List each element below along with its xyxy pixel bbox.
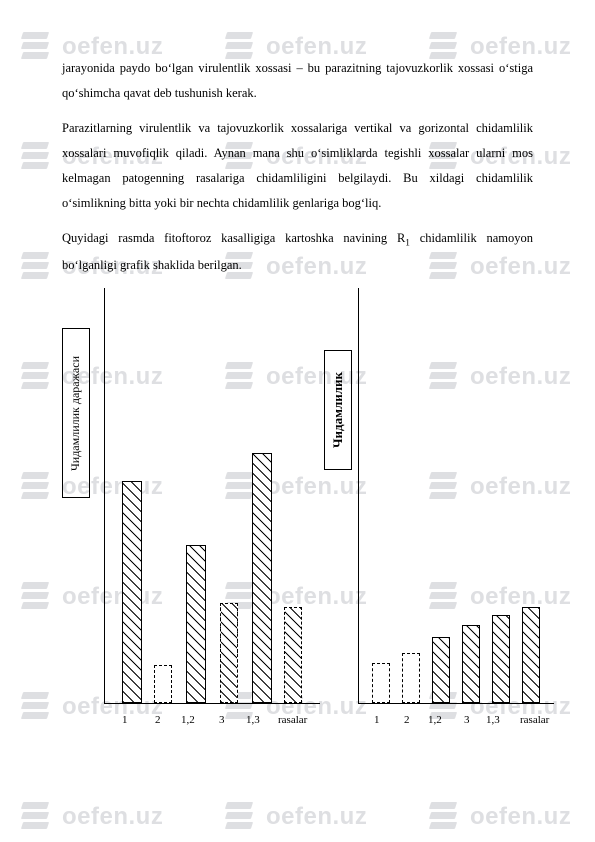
chart-bar [492,615,510,703]
charts-area: Чидамлилик даражаси 1 2 1,2 3 1,3 rasalar Чид… [62,288,533,768]
x-tick-label: 2 [404,714,410,726]
paragraph-1: jarayonida paydo bo‘lgan virulentlik xos… [62,56,533,106]
paragraph-3-a: Quyidagi rasmda fitoftoroz kasalligiga k… [62,231,405,245]
watermark-icon [222,800,256,834]
chart-left-y-axis [104,288,105,704]
x-tick-label: rasalar [278,714,307,726]
paragraph-3: Quyidagi rasmda fitoftoroz kasalligiga k… [62,226,533,278]
chart-bar [186,545,206,703]
chart-right-ylabel: Чидамлилик [330,372,346,448]
chart-bar [284,607,302,703]
chart-left-x-axis [104,703,320,704]
x-tick-label: 1,3 [486,714,500,726]
chart-bar [154,665,172,703]
chart-bar [122,481,142,703]
chart-bar [252,453,272,703]
watermark: oefen.uz [426,800,571,834]
chart-bar [402,653,420,703]
chart-bar [522,607,540,703]
chart-right-x-axis [358,703,554,704]
watermark-icon [426,800,460,834]
watermark-text: oefen.uz [62,803,163,831]
x-tick-label: 3 [219,714,225,726]
x-tick-label: 1,2 [181,714,195,726]
chart-left-ylabel: Чидамлилик даражаси [69,356,84,471]
watermark-text: oefen.uz [266,803,367,831]
chart-bar [462,625,480,703]
x-tick-label: 2 [155,714,161,726]
x-tick-label: rasalar [520,714,549,726]
x-tick-label: 1 [122,714,128,726]
chart-right-y-axis [358,288,359,704]
chart-bar [220,603,238,703]
x-tick-label: 1 [374,714,380,726]
chart-bar [372,663,390,703]
watermark-text: oefen.uz [470,803,571,831]
watermark-icon [18,800,52,834]
page-content: jarayonida paydo bo‘lgan virulentlik xos… [0,0,595,768]
x-tick-label: 1,2 [428,714,442,726]
paragraph-2: Parazitlarning virulentlik va tajovuzkor… [62,116,533,216]
watermark: oefen.uz [222,800,367,834]
chart-right-ylabel-box: Чидамлилик [324,350,352,470]
chart-bar [432,637,450,703]
x-tick-label: 1,3 [246,714,260,726]
chart-left-ylabel-box: Чидамлилик даражаси [62,328,90,498]
watermark: oefen.uz [18,800,163,834]
x-tick-label: 3 [464,714,470,726]
